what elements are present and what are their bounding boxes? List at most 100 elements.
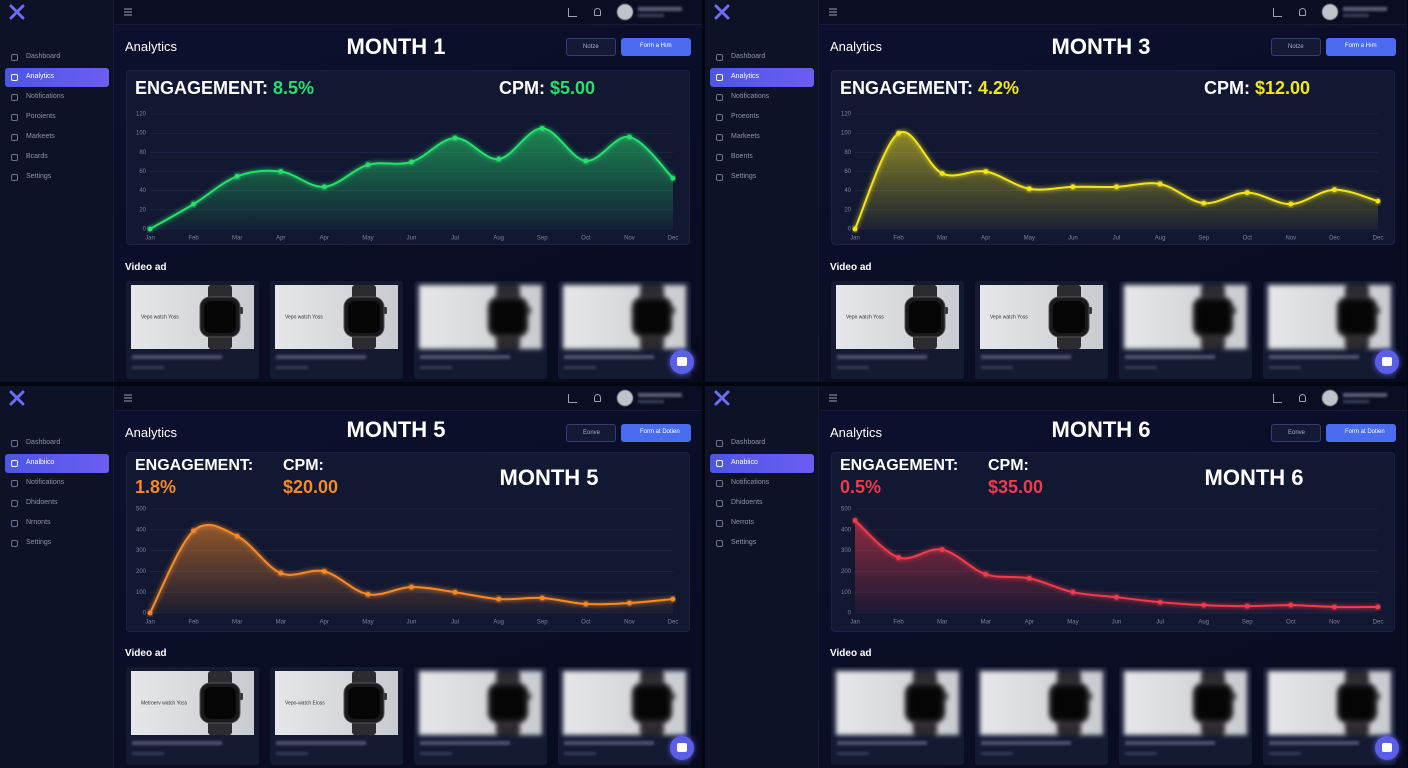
avatar[interactable]: [1322, 4, 1338, 20]
x-tick-label: Apr: [276, 236, 285, 242]
sidebar-item[interactable]: Dashboard: [5, 434, 109, 453]
sidebar-item[interactable]: Dhidoents: [5, 494, 109, 513]
video-card[interactable]: [1263, 667, 1396, 765]
menu-icon[interactable]: [828, 393, 838, 403]
sidebar-icon: [11, 114, 18, 121]
chat-button[interactable]: [1375, 350, 1399, 374]
data-point: [896, 130, 901, 136]
video-card[interactable]: [414, 667, 547, 765]
sidebar-item[interactable]: Analytics: [5, 68, 109, 87]
video-card[interactable]: [1119, 281, 1252, 379]
avatar[interactable]: [617, 4, 633, 20]
filter-button[interactable]: Notze: [1271, 38, 1321, 56]
sidebar-item[interactable]: Nrnonts: [5, 514, 109, 533]
video-card[interactable]: [975, 667, 1108, 765]
sidebar: Dashboard Analytics Notifications Proeonts M…: [705, 0, 819, 382]
sidebar-item[interactable]: Anabiico: [710, 454, 814, 473]
x-tick-label: Dec: [1373, 620, 1384, 626]
bell-icon[interactable]: [1299, 8, 1306, 16]
video-card[interactable]: [1263, 281, 1396, 379]
bell-icon[interactable]: [1299, 394, 1306, 402]
watch-screen: [204, 301, 236, 333]
x-tick-label: Jan: [145, 620, 155, 626]
sidebar-item[interactable]: Bcards: [5, 148, 109, 167]
filter-button[interactable]: Eonve: [566, 424, 616, 442]
bell-icon[interactable]: [594, 8, 601, 16]
filter-button[interactable]: Notze: [566, 38, 616, 56]
sidebar-item[interactable]: Markeets: [5, 128, 109, 147]
watch-image: Vepo watch Yoss: [990, 285, 1092, 349]
sidebar-item[interactable]: Settings: [5, 534, 109, 553]
sidebar-item[interactable]: Proeonts: [710, 108, 814, 127]
sidebar-icon: [716, 154, 723, 161]
video-card[interactable]: Vepo watch Yoss: [270, 281, 403, 379]
bell-icon[interactable]: [594, 394, 601, 402]
video-card[interactable]: [1119, 667, 1252, 765]
sidebar-item[interactable]: Boents: [710, 148, 814, 167]
chat-button[interactable]: [1375, 736, 1399, 760]
video-card[interactable]: Vepo watch Yoss: [975, 281, 1108, 379]
menu-icon[interactable]: [828, 7, 838, 17]
video-card[interactable]: [414, 281, 547, 379]
chart-icon[interactable]: [1273, 394, 1282, 403]
sidebar-item[interactable]: Notifications: [710, 88, 814, 107]
sidebar-item[interactable]: Dashboard: [5, 48, 109, 67]
sidebar-item[interactable]: Notifications: [5, 88, 109, 107]
sidebar-item[interactable]: Dashboard: [710, 48, 814, 67]
sidebar-item[interactable]: Dhidoents: [710, 494, 814, 513]
chart-icon[interactable]: [568, 394, 577, 403]
chart-icon[interactable]: [1273, 8, 1282, 17]
video-card[interactable]: Vepo-watch Eioss: [270, 667, 403, 765]
data-point: [1157, 599, 1163, 605]
watch-crown: [672, 693, 675, 700]
primary-button[interactable]: Form at Dotien: [1326, 424, 1396, 442]
logo-shape: [714, 390, 730, 406]
y-tick-label: 0: [143, 611, 147, 617]
x-tick-label: Sep: [537, 620, 548, 626]
video-card[interactable]: [558, 667, 691, 765]
x-tick-label: Feb: [893, 620, 904, 626]
avatar[interactable]: [617, 390, 633, 406]
watch-crown: [1377, 693, 1380, 700]
y-tick-label: 60: [844, 169, 851, 175]
avatar[interactable]: [1322, 390, 1338, 406]
data-point: [627, 600, 632, 606]
sidebar-item[interactable]: Markeets: [710, 128, 814, 147]
sidebar-item[interactable]: Analytics: [710, 68, 814, 87]
primary-button[interactable]: Form at Dotien: [621, 424, 691, 442]
topbar: [114, 386, 702, 411]
sidebar-item[interactable]: Notifications: [710, 474, 814, 493]
filter-button[interactable]: Eonve: [1271, 424, 1321, 442]
video-card[interactable]: Metroerv watch Yoss: [126, 667, 259, 765]
data-point: [409, 159, 414, 165]
sidebar-item[interactable]: Poroients: [5, 108, 109, 127]
sidebar-item[interactable]: Settings: [710, 534, 814, 553]
y-tick-label: 400: [841, 527, 852, 533]
video-card[interactable]: Vepo watch Yoss: [126, 281, 259, 379]
y-tick-label: 20: [139, 207, 146, 213]
x-tick-label: Feb: [188, 620, 199, 626]
sidebar-item[interactable]: Settings: [710, 168, 814, 187]
x-tick-label: Mar: [937, 236, 947, 242]
sidebar-icon: [11, 440, 18, 447]
video-card[interactable]: [831, 667, 964, 765]
engagement: ENGAGEMENT: 8.5%: [135, 78, 314, 99]
video-card[interactable]: [558, 281, 691, 379]
data-point: [1375, 198, 1381, 204]
primary-button[interactable]: Form a Hım: [1326, 38, 1396, 56]
chat-button[interactable]: [670, 350, 694, 374]
menu-icon[interactable]: [123, 393, 133, 403]
chart-icon[interactable]: [568, 8, 577, 17]
sidebar-item[interactable]: Nerrots: [710, 514, 814, 533]
sidebar-item[interactable]: Dashboard: [710, 434, 814, 453]
sidebar-item[interactable]: Settings: [5, 168, 109, 187]
chat-button[interactable]: [670, 736, 694, 760]
sidebar-item[interactable]: Notifications: [5, 474, 109, 493]
menu-icon[interactable]: [123, 7, 133, 17]
sidebar-item[interactable]: Analbiico: [5, 454, 109, 473]
data-point: [234, 533, 240, 539]
caption-sub: [564, 366, 596, 369]
primary-button[interactable]: Form a Hım: [621, 38, 691, 56]
video-card[interactable]: Vepo watch Yoss: [831, 281, 964, 379]
